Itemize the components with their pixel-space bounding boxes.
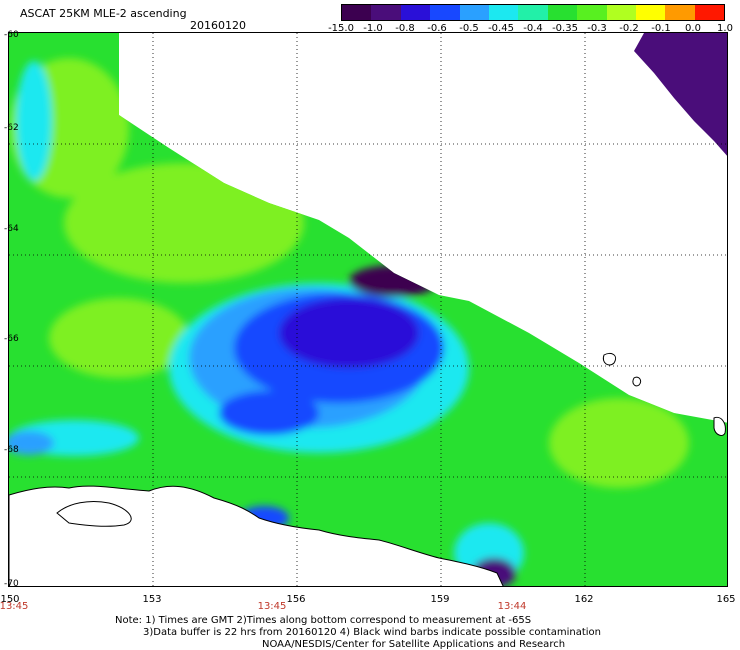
lon-tick-label: 159	[430, 594, 450, 605]
colorbar-label: 0.0	[685, 23, 701, 34]
ne-corner-patch	[634, 33, 727, 156]
map-panel	[8, 32, 728, 587]
colorbar-label: -0.45	[488, 23, 514, 34]
lat-tick-label: -62	[4, 123, 19, 133]
lat-tick-label: -70	[4, 579, 19, 589]
colorbar-label: -1.0	[363, 23, 383, 34]
lon-tick-label: 150	[0, 594, 20, 605]
colorbar-segment	[459, 5, 489, 20]
time-label: 13:44	[497, 601, 527, 612]
lat-tick-label: -66	[4, 334, 19, 344]
figure-title: ASCAT 25KM MLE-2 ascending	[20, 7, 187, 20]
lon-tick-label: 156	[286, 594, 306, 605]
colorbar-label: -0.5	[459, 23, 479, 34]
island	[602, 352, 617, 366]
field-patch	[549, 398, 689, 488]
field-patch	[349, 265, 439, 297]
colorbar-label: -0.6	[427, 23, 447, 34]
colorbar-segment	[577, 5, 607, 20]
field-patch	[219, 391, 319, 435]
coast-inlet	[56, 500, 132, 527]
colorbar-segment	[606, 5, 636, 20]
colorbar-segment	[488, 5, 519, 20]
field-patch	[49, 298, 189, 378]
colorbar-label: -0.8	[395, 23, 415, 34]
colorbar-label: -0.2	[619, 23, 639, 34]
island	[632, 376, 642, 387]
lat-tick-label: -64	[4, 224, 19, 234]
colorbar-label: 1.0	[717, 23, 733, 34]
colorbar-label: -15.0	[328, 23, 354, 34]
lon-tick-label: 153	[142, 594, 162, 605]
lon-tick-label: 165	[716, 594, 736, 605]
colorbar	[341, 4, 725, 21]
field-patch	[9, 431, 54, 455]
colorbar-segment	[694, 5, 725, 20]
map-canvas	[9, 33, 727, 586]
note-line-2: 3)Data buffer is 22 hrs from 20160120 4)…	[143, 627, 601, 638]
colorbar-segment	[635, 5, 666, 20]
colorbar-labels: -15.0 -1.0 -0.8 -0.6 -0.5 -0.45 -0.4 -0.…	[328, 23, 733, 37]
grid-lines	[9, 33, 727, 586]
field-patch	[16, 61, 52, 181]
colorbar-label: -0.4	[523, 23, 543, 34]
lat-tick-label: -68	[4, 445, 19, 455]
colorbar-label: -0.3	[587, 23, 607, 34]
note-line-1: Note: 1) Times are GMT 2)Times along bot…	[115, 615, 532, 626]
lat-tick-label: -60	[4, 30, 19, 40]
colorbar-segment	[400, 5, 431, 20]
figure-date: 20160120	[190, 19, 246, 32]
colorbar-label: -0.1	[651, 23, 671, 34]
colorbar-label: -0.35	[552, 23, 578, 34]
time-label: 13:45	[0, 601, 29, 612]
island	[713, 416, 726, 436]
field-patch	[64, 163, 304, 283]
time-label: 13:45	[257, 601, 287, 612]
colorbar-segment	[342, 5, 372, 20]
colorbar-segment	[665, 5, 695, 20]
colorbar-segment	[371, 5, 401, 20]
coastline	[9, 485, 504, 586]
lon-tick-label: 162	[574, 594, 594, 605]
note-line-3: NOAA/NESDIS/Center for Satellite Applica…	[262, 639, 566, 650]
colorbar-segment	[547, 5, 578, 20]
field-patch	[279, 298, 419, 368]
colorbar-segment	[518, 5, 548, 20]
colorbar-segment	[430, 5, 460, 20]
